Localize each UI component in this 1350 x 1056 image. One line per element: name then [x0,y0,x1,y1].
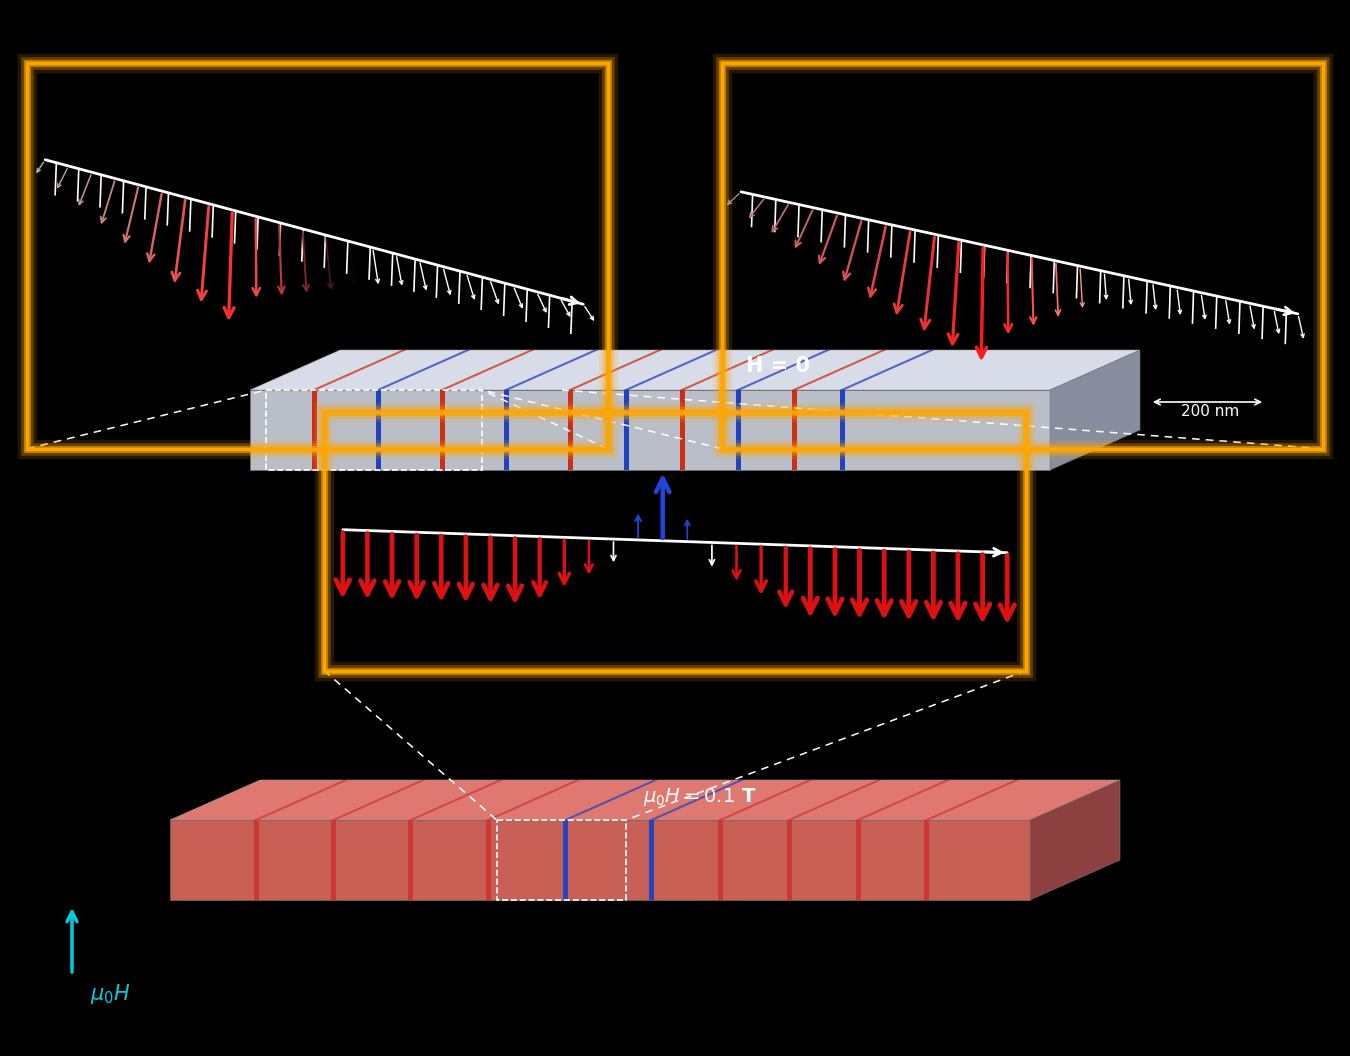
Polygon shape [254,821,258,900]
Polygon shape [312,350,406,390]
Polygon shape [840,350,934,390]
Polygon shape [736,350,830,390]
Polygon shape [375,350,471,390]
Polygon shape [563,780,657,821]
Text: $\mu_0H$: $\mu_0H$ [90,982,131,1006]
Polygon shape [1050,350,1139,470]
Polygon shape [925,821,929,900]
Text: $\mu_0H = 0.1$ T: $\mu_0H = 0.1$ T [643,786,756,808]
Polygon shape [408,780,504,821]
Polygon shape [440,350,535,390]
Polygon shape [408,821,413,900]
Polygon shape [649,821,655,900]
Polygon shape [331,821,336,900]
Polygon shape [254,780,348,821]
Polygon shape [840,390,845,470]
Polygon shape [563,821,568,900]
Polygon shape [791,390,796,470]
Polygon shape [679,390,684,470]
Polygon shape [736,390,741,470]
Polygon shape [312,390,316,470]
Text: H = 0: H = 0 [747,356,810,376]
Polygon shape [624,390,629,470]
Polygon shape [567,350,663,390]
Polygon shape [486,780,580,821]
Polygon shape [250,350,1139,390]
Polygon shape [787,780,882,821]
Polygon shape [679,350,775,390]
Polygon shape [331,780,425,821]
Polygon shape [504,390,509,470]
Polygon shape [170,780,1120,821]
Polygon shape [250,390,1050,470]
Polygon shape [718,780,813,821]
Bar [497,821,626,900]
Polygon shape [375,390,381,470]
Polygon shape [718,821,722,900]
Polygon shape [649,780,744,821]
Polygon shape [856,780,950,821]
Polygon shape [624,350,718,390]
Polygon shape [791,350,887,390]
Text: 200 nm: 200 nm [1181,404,1239,419]
Polygon shape [170,821,1030,900]
Polygon shape [440,390,444,470]
Polygon shape [856,821,860,900]
Bar [266,390,482,470]
Polygon shape [486,821,490,900]
Polygon shape [567,390,572,470]
Polygon shape [504,350,598,390]
Polygon shape [1030,780,1120,900]
Polygon shape [925,780,1019,821]
Polygon shape [787,821,791,900]
